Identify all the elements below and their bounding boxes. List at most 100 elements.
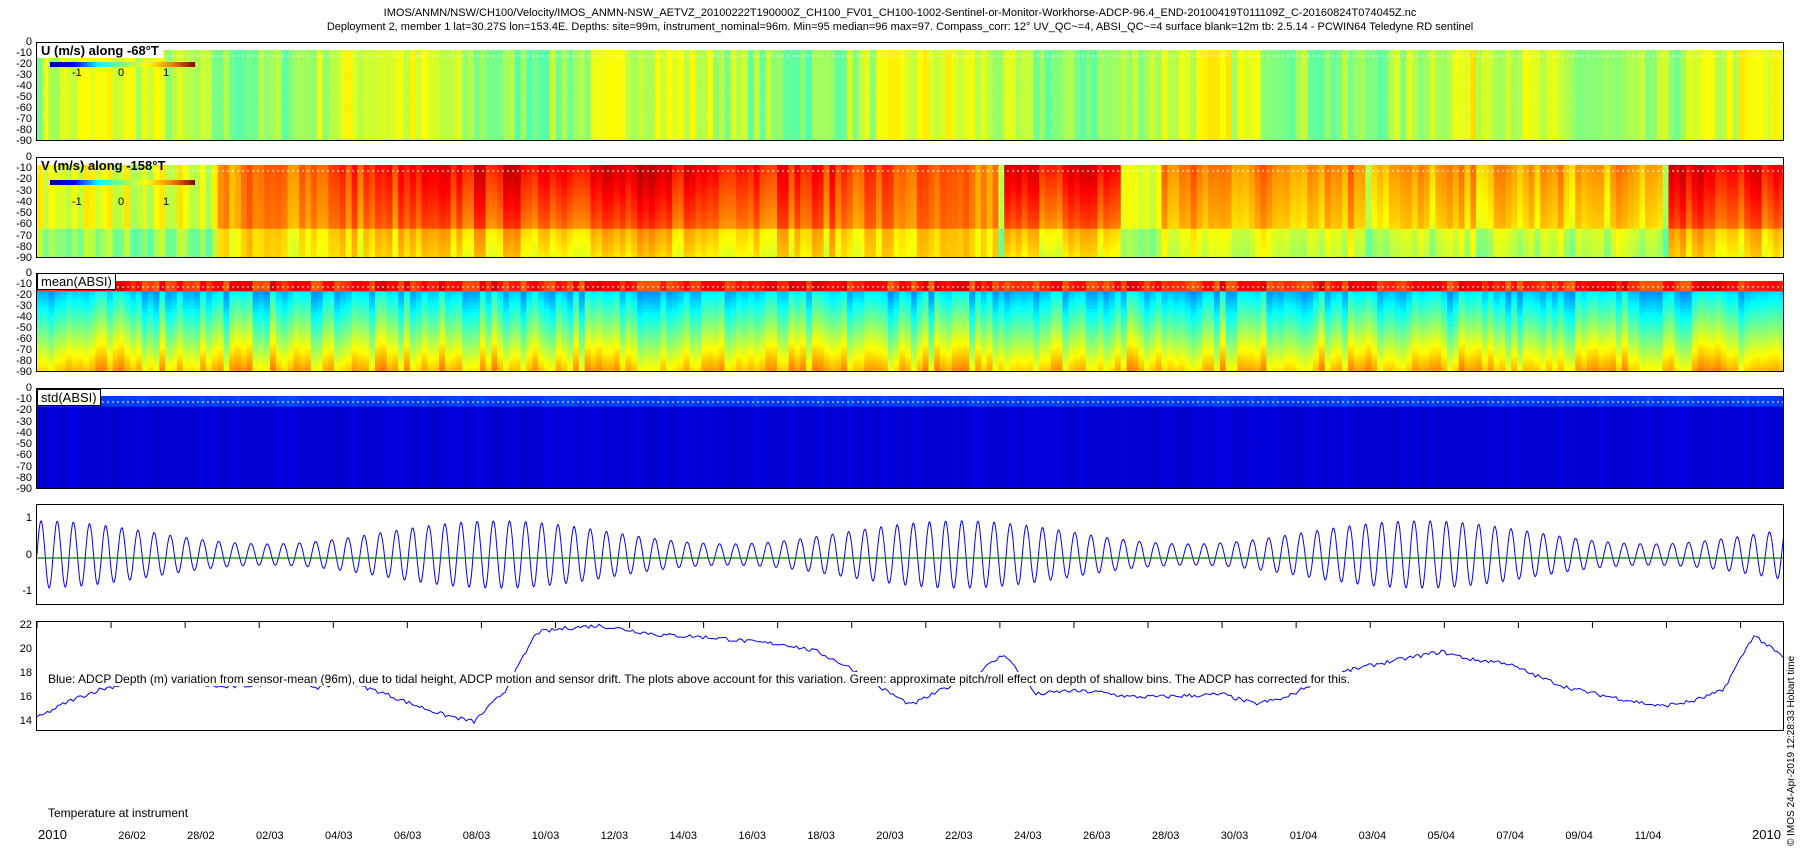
u-heatmap-cell (986, 56, 994, 61)
u-heatmap-cell (841, 91, 848, 96)
u-heatmap-cell (654, 122, 662, 127)
u-heatmap-cell (136, 81, 143, 86)
u-heatmap-cell (95, 84, 102, 89)
u-heatmap-cell (747, 81, 755, 86)
u-heatmap-cell (584, 122, 592, 127)
u-heatmap-cell (934, 70, 941, 75)
u-heatmap-cell (1074, 77, 1081, 82)
u-heatmap-cell (409, 115, 417, 120)
u-heatmap-cell (456, 63, 463, 68)
u-heatmap-cell (613, 49, 621, 54)
u-heatmap-cell (549, 105, 557, 110)
u-heatmap-cell (835, 49, 842, 54)
u-heatmap-cell (695, 119, 702, 124)
u-heatmap-cell (852, 115, 860, 120)
u-heatmap-cell (153, 91, 160, 96)
u-heatmap-cell (1033, 74, 1040, 79)
u-heatmap-cell (555, 129, 562, 134)
u-heatmap-cell (165, 98, 172, 103)
u-heatmap-cell (613, 122, 621, 127)
u-heatmap-cell (870, 60, 877, 65)
u-heatmap-cell (642, 49, 650, 54)
u-heatmap-cell (508, 94, 516, 100)
u-heatmap-cell (928, 77, 935, 82)
u-heatmap-cell (672, 129, 679, 134)
u-heatmap-cell (876, 91, 883, 96)
u-heatmap-cell (404, 67, 411, 72)
u-heatmap-cell (1021, 129, 1029, 134)
u-heatmap-cell (881, 133, 889, 138)
u-heatmap-cell (876, 84, 883, 89)
u-heatmap-cell (1045, 56, 1052, 61)
u-heatmap-cell (54, 70, 61, 75)
u-heatmap-cell (77, 133, 85, 138)
u-heatmap-cell (322, 81, 329, 86)
u-heatmap-cell (439, 98, 446, 103)
u-heatmap-cell (456, 88, 463, 93)
u-heatmap-cell (264, 115, 271, 120)
u-heatmap-cell (642, 81, 650, 86)
u-heatmap-cell (980, 77, 988, 82)
u-heatmap-cell (712, 49, 720, 54)
u-heatmap-cell (864, 119, 871, 124)
u-heatmap-cell (328, 129, 335, 134)
u-heatmap-cell (660, 77, 667, 82)
u-heatmap-cell (567, 63, 574, 68)
u-heatmap-cell (584, 126, 592, 131)
u-heatmap-cell (398, 112, 405, 117)
u-heatmap-cell (357, 88, 364, 93)
u-heatmap-cell (246, 49, 254, 54)
u-heatmap-cell (1033, 67, 1040, 72)
u-heatmap-cell (701, 133, 708, 138)
u-heatmap-cell (66, 70, 73, 75)
u-heatmap-cell (124, 122, 131, 127)
u-heatmap-cell (1004, 49, 1011, 54)
u-heatmap-cell (398, 74, 405, 79)
u-heatmap-cell (631, 105, 638, 110)
u-heatmap-cell (211, 70, 219, 75)
u-heatmap-cell (951, 112, 959, 117)
u-heatmap-cell (386, 136, 394, 140)
u-heatmap-cell (957, 98, 965, 103)
u-heatmap-cell (911, 88, 918, 93)
u-heatmap-cell (491, 74, 498, 79)
u-heatmap-cell (159, 105, 166, 110)
u-heatmap-cell (37, 129, 44, 134)
u-heatmap-cell (322, 129, 329, 134)
u-heatmap-cell (573, 105, 580, 110)
u-heatmap-cell (899, 105, 906, 110)
u-heatmap-cell (130, 115, 137, 120)
u-heatmap-cell (590, 88, 597, 93)
u-heatmap-cell (922, 60, 930, 65)
u-heatmap-cell (386, 94, 394, 100)
u-heatmap-cell (683, 81, 691, 86)
u-heatmap-cell (538, 129, 545, 134)
u-heatmap-cell (870, 101, 877, 106)
u-heatmap-cell (951, 129, 959, 134)
u-heatmap-cell (876, 129, 883, 134)
u-heatmap-cell (841, 98, 848, 103)
u-heatmap-cell (538, 112, 545, 117)
u-heatmap-cell (1050, 105, 1058, 110)
u-heatmap-cell (701, 53, 708, 58)
u-heatmap-cell (730, 49, 737, 54)
u-heatmap-cell (864, 105, 871, 110)
u-heatmap-cell (823, 105, 831, 110)
u-heatmap-cell (835, 70, 842, 75)
u-heatmap-cell (1027, 84, 1034, 89)
u-heatmap-cell (246, 133, 254, 138)
u-heatmap-cell (1062, 94, 1069, 100)
u-heatmap-cell (969, 126, 976, 131)
u-heatmap-cell (392, 74, 399, 79)
u-heatmap-cell (456, 60, 463, 65)
u-heatmap-cell (870, 74, 877, 79)
u-heatmap-cell (980, 60, 988, 65)
u-heatmap-cell (450, 115, 458, 120)
u-heatmap-cell (398, 60, 405, 65)
u-heatmap-cell (380, 70, 388, 75)
u-heatmap-cell (625, 67, 632, 72)
u-heatmap-cell (625, 126, 632, 131)
u-heatmap-cell (380, 112, 388, 117)
u-heatmap-cell (275, 122, 283, 127)
u-heatmap-cell (1045, 77, 1052, 82)
